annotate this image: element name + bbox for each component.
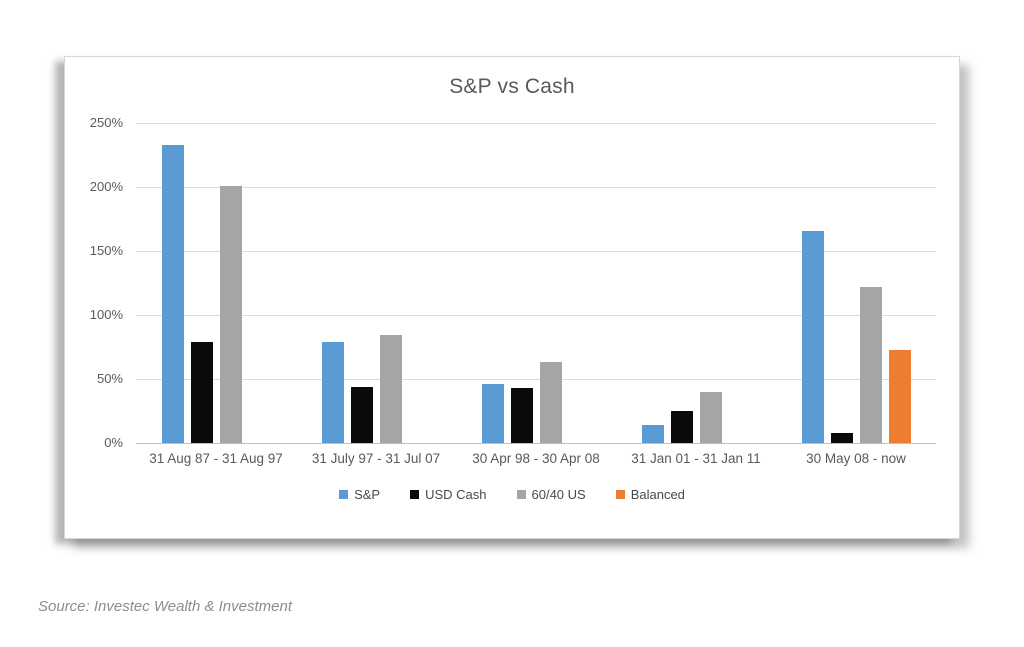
legend-item-balanced: Balanced (615, 487, 685, 502)
chart-title: S&P vs Cash (449, 75, 575, 98)
legend-label: S&P (354, 487, 381, 502)
bar-60-40-us (219, 185, 242, 443)
bar-group (616, 123, 776, 443)
legend-marker-icon (516, 490, 526, 499)
legend-item-60-40-us: 60/40 US (516, 487, 586, 502)
bar-s-p (161, 144, 184, 443)
source-note: Source: Investec Wealth & Investment (38, 598, 293, 615)
legend-label: USD Cash (425, 487, 487, 502)
gridline (136, 122, 936, 124)
bar-60-40-us (379, 335, 402, 443)
bar-usd-cash (190, 341, 213, 443)
bar-s-p (481, 384, 504, 443)
legend: S&P USD Cash 60/40 US Balanced (65, 487, 959, 502)
legend-item-s-p: S&P (339, 487, 380, 502)
x-axis-labels: 31 Aug 87 - 31 Aug 97 31 July 97 - 31 Jul… (136, 451, 936, 466)
gridline (136, 314, 936, 316)
bar-group (456, 123, 616, 443)
y-tick-label: 50% (96, 371, 123, 386)
bar-group (296, 123, 456, 443)
y-tick-label: 0% (104, 435, 123, 450)
legend-item-usd-cash: USD Cash (410, 487, 487, 502)
x-axis-label: 31 Aug 87 - 31 Aug 97 (149, 451, 283, 466)
bar-usd-cash (670, 411, 693, 443)
legend-marker-icon (410, 490, 420, 499)
x-axis-label: 30 Apr 98 - 30 Apr 08 (472, 451, 600, 466)
plot-area (136, 122, 936, 444)
gridline (136, 378, 936, 380)
bar-s-p (321, 341, 344, 443)
bar-usd-cash (510, 387, 533, 443)
bar-groups (136, 123, 936, 443)
bar-group (776, 123, 936, 443)
x-axis-label: 30 May 08 - now (806, 451, 906, 466)
legend-label: 60/40 US (531, 487, 586, 502)
x-axis-label: 31 July 97 - 31 Jul 07 (311, 451, 441, 466)
gridline (136, 250, 936, 252)
bar-group (136, 123, 296, 443)
y-tick-label: 100% (89, 307, 123, 322)
bar-60-40-us (859, 286, 882, 443)
bar-usd-cash (830, 432, 853, 443)
gridline (136, 186, 936, 188)
chart-card: S&P vs Cash 0% 50% 100% 150% 200% 250% 31 Aug… (64, 56, 960, 539)
legend-marker-icon (339, 490, 349, 499)
bar-s-p (641, 425, 664, 443)
bar-s-p (801, 230, 824, 443)
bar-60-40-us (699, 391, 722, 443)
legend-label: Balanced (630, 487, 685, 502)
y-tick-label: 200% (89, 179, 123, 194)
x-axis-line (136, 442, 936, 444)
y-axis: 0% 50% 100% 150% 200% 250% (65, 115, 127, 450)
bar-usd-cash (350, 386, 373, 443)
legend-marker-icon (615, 490, 625, 499)
x-axis-label: 31 Jan 01 - 31 Jan 11 (631, 451, 761, 466)
bar-balanced (888, 349, 911, 443)
y-tick-label: 250% (89, 115, 123, 130)
y-tick-label: 150% (89, 243, 123, 258)
bar-60-40-us (539, 362, 562, 443)
